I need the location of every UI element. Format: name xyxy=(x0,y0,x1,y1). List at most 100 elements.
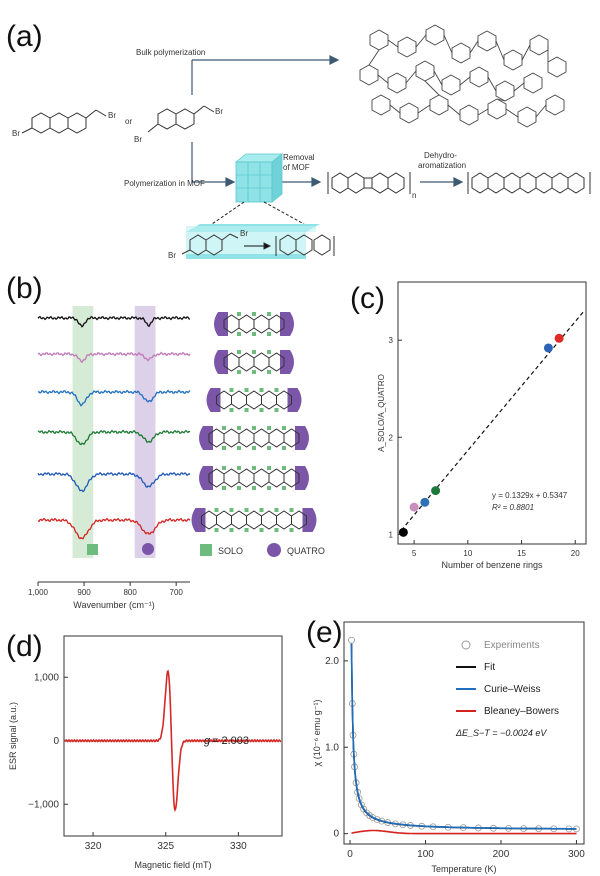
quatro-cap-right xyxy=(287,388,302,412)
legend-label-2: Fit xyxy=(484,662,495,673)
acene-structure-2 xyxy=(214,350,294,374)
solo-h-bottom xyxy=(274,408,279,412)
b-x-axis-label: Wavenumber (cm⁻¹) xyxy=(73,600,154,610)
solo-h-bottom xyxy=(274,528,279,532)
solo-h-top xyxy=(244,388,249,392)
or-label: or xyxy=(125,117,132,126)
solo-h-top xyxy=(222,426,226,430)
solo-h-bottom xyxy=(282,486,286,490)
bulk-polymer-network xyxy=(359,24,567,128)
solo-h-bottom xyxy=(252,486,256,490)
solo-h-top xyxy=(267,466,271,470)
quatro-cap-right xyxy=(302,508,317,532)
acene-structure-4 xyxy=(199,426,309,450)
legend-label-1: Experiments xyxy=(484,640,540,651)
solo-h-top xyxy=(267,350,271,354)
quatro-cap-left xyxy=(214,350,228,374)
solo-h-top xyxy=(252,426,256,430)
acene-structure-5 xyxy=(199,466,309,490)
removal-label-2: of MOF xyxy=(283,163,310,172)
br-label-2: Br xyxy=(12,129,20,138)
br-label-4: Br xyxy=(134,135,142,144)
benzene-ring xyxy=(223,468,240,488)
br-label-1: Br xyxy=(108,111,116,120)
dehydro-label-2: aromatization xyxy=(418,161,466,170)
c-fit-line xyxy=(400,310,585,531)
br-label-5: Br xyxy=(240,229,248,238)
e-xtick-label: 100 xyxy=(417,849,434,860)
e-ytick-label: 2.0 xyxy=(325,656,339,667)
solo-h-bottom xyxy=(214,528,219,532)
benzene-ring xyxy=(246,390,262,410)
ir-spectrum-3 xyxy=(37,389,191,407)
benzene-ring xyxy=(261,390,277,410)
d-ytick-label: 0 xyxy=(53,736,59,747)
benzene-ring xyxy=(268,314,285,334)
d-xtick-label: 325 xyxy=(157,841,174,852)
benzene-ring xyxy=(268,352,285,372)
solo-h-bottom xyxy=(229,408,234,412)
e-x-axis-label: Temperature (K) xyxy=(431,864,496,874)
solo-legend-label: SOLO xyxy=(218,546,243,556)
experiment-point xyxy=(348,636,355,644)
c-data-point-4 xyxy=(431,486,441,496)
c-plot-frame xyxy=(397,281,587,545)
solo-h-top xyxy=(259,388,264,392)
b-xtick-label: 900 xyxy=(77,588,91,597)
benzene-ring xyxy=(253,468,270,488)
solo-h-top xyxy=(282,466,286,470)
dehydro-label-1: Dehydro- xyxy=(424,151,457,160)
d-xtick-label: 330 xyxy=(230,841,247,852)
solo-h-top xyxy=(274,508,279,512)
panel-d: (d) 320 325 330 −1,000 0 1,000 g = 2.003 Magn… xyxy=(6,630,283,870)
benzene-ring xyxy=(231,390,247,410)
acene-structure-3 xyxy=(206,388,302,412)
ir-spectra xyxy=(37,315,191,540)
benzene-ring xyxy=(268,468,285,488)
c-fit-equation: y = 0.1329x + 0.5347 xyxy=(492,491,568,500)
solo-h-top xyxy=(237,426,241,430)
acene-structure-1 xyxy=(214,312,294,336)
solo-h-top xyxy=(252,466,256,470)
d-ytick-label: 1,000 xyxy=(34,672,59,683)
br-label-6: Br xyxy=(168,251,176,260)
c-data-point-1 xyxy=(398,527,408,537)
c-xtick-label: 20 xyxy=(571,549,580,558)
panel-b: (b) 1,000 900 800 700 Wavenumber (cm⁻¹) SOL… xyxy=(6,272,325,610)
c-r2: R² = 0.8801 xyxy=(492,503,534,512)
precursor-polymer xyxy=(327,172,411,194)
ir-band-highlights xyxy=(72,306,156,558)
legend-swatch-experiments xyxy=(461,640,471,650)
solo-h-top xyxy=(237,466,241,470)
c-ytick-label: 1 xyxy=(389,530,394,539)
quatro-marker xyxy=(142,543,154,555)
monomer-naphthalene xyxy=(147,105,215,133)
mof-cube xyxy=(211,153,305,225)
acene-structures xyxy=(191,312,317,532)
panel-e: (e) 0 100 200 300 0 1.0 2.0 Experiments Fit Curi… xyxy=(306,616,585,874)
solo-h-bottom xyxy=(244,408,249,412)
benzene-ring xyxy=(238,428,255,448)
benzene-ring xyxy=(238,352,255,372)
acene-structure-6 xyxy=(191,508,317,532)
quatro-cap-left xyxy=(191,508,206,532)
solo-h-bottom xyxy=(267,486,271,490)
curie-weiss-curve xyxy=(350,643,577,830)
c-y-axis-label: A_SOLO/A_QUATRO xyxy=(377,374,386,452)
quatro-cap-right xyxy=(280,350,294,374)
benzene-ring xyxy=(276,390,292,410)
benzene-ring xyxy=(238,314,255,334)
monomer-anthracene xyxy=(21,109,107,134)
benzene-ring xyxy=(276,510,292,530)
c-xtick-label: 15 xyxy=(517,549,526,558)
benzene-ring xyxy=(238,468,255,488)
e-ytick-label: 1.0 xyxy=(325,742,339,753)
solo-h-bottom xyxy=(244,528,249,532)
solo-h-bottom xyxy=(222,486,226,490)
quatro-cap-left xyxy=(214,312,228,336)
benzene-ring xyxy=(216,510,232,530)
delta-est: ΔE_S−T = −0.0024 eV xyxy=(455,728,547,738)
c-xtick-label: 5 xyxy=(412,549,417,558)
solo-h-top xyxy=(237,312,241,316)
e-xtick-label: 200 xyxy=(493,849,510,860)
